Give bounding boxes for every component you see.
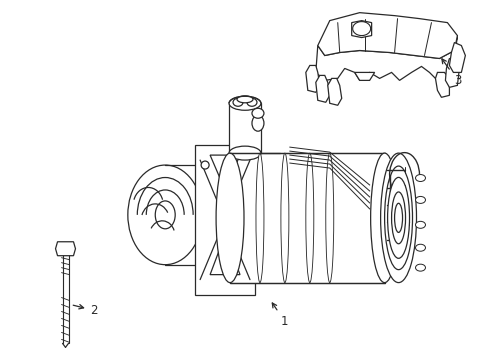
Ellipse shape xyxy=(380,153,416,283)
Ellipse shape xyxy=(415,264,425,271)
Ellipse shape xyxy=(228,146,261,160)
Ellipse shape xyxy=(391,192,405,244)
Polygon shape xyxy=(445,58,458,87)
Polygon shape xyxy=(315,36,456,80)
Polygon shape xyxy=(228,103,261,153)
Ellipse shape xyxy=(384,166,412,270)
Polygon shape xyxy=(315,75,329,102)
Ellipse shape xyxy=(251,115,264,131)
Ellipse shape xyxy=(415,244,425,251)
Polygon shape xyxy=(229,153,384,283)
Text: 1: 1 xyxy=(272,303,288,328)
Text: 3: 3 xyxy=(441,59,460,87)
Ellipse shape xyxy=(394,203,402,233)
Polygon shape xyxy=(210,155,240,190)
Ellipse shape xyxy=(370,153,398,283)
Ellipse shape xyxy=(415,221,425,228)
Polygon shape xyxy=(56,242,75,256)
Text: 2: 2 xyxy=(73,304,98,317)
Polygon shape xyxy=(195,145,254,294)
Polygon shape xyxy=(210,235,240,275)
Ellipse shape xyxy=(255,153,264,283)
Ellipse shape xyxy=(228,96,261,110)
Ellipse shape xyxy=(387,177,408,258)
Ellipse shape xyxy=(201,161,209,169)
Ellipse shape xyxy=(246,98,256,106)
Ellipse shape xyxy=(127,165,202,265)
Polygon shape xyxy=(351,21,371,37)
Polygon shape xyxy=(327,78,341,105)
Polygon shape xyxy=(448,42,465,72)
Ellipse shape xyxy=(237,96,252,103)
Ellipse shape xyxy=(325,153,333,283)
Polygon shape xyxy=(435,72,448,97)
Ellipse shape xyxy=(415,175,425,181)
Ellipse shape xyxy=(233,98,243,106)
Ellipse shape xyxy=(280,153,288,283)
Polygon shape xyxy=(317,13,456,58)
Ellipse shape xyxy=(216,153,244,283)
Polygon shape xyxy=(305,66,319,92)
Ellipse shape xyxy=(305,153,313,283)
Ellipse shape xyxy=(251,108,264,118)
Ellipse shape xyxy=(415,197,425,203)
Polygon shape xyxy=(354,72,374,80)
